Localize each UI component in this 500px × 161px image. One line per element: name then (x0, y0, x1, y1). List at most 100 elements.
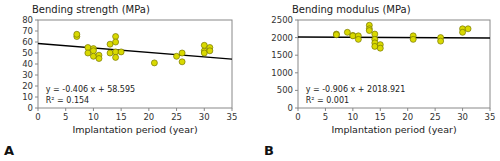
point (201, 50, 207, 56)
point (207, 48, 213, 54)
point (113, 39, 119, 45)
y-tick-label: 2500 (271, 15, 293, 25)
x-tick (407, 108, 408, 111)
y-tick-label: 0 (288, 103, 293, 113)
y-tick-label: 0 (28, 103, 33, 113)
point (96, 56, 102, 62)
x-tick-label: 10 (88, 112, 99, 122)
point (85, 45, 91, 51)
x-tick (490, 108, 491, 111)
point (333, 32, 339, 38)
y-tick (35, 42, 38, 43)
point (179, 50, 185, 56)
y-tick (35, 75, 38, 76)
y-tick (35, 97, 38, 98)
x-tick (435, 108, 436, 111)
x-tick (462, 108, 463, 111)
panel-label: B (264, 143, 274, 158)
x-tick (148, 108, 149, 111)
y-tick-label: 500 (277, 85, 293, 95)
point (372, 43, 378, 49)
point (344, 29, 350, 35)
x-tick-label: 0 (295, 112, 300, 122)
y-tick (295, 20, 298, 21)
title: Bending modulus (MPa) (292, 4, 411, 15)
y-tick-label: 2000 (271, 33, 293, 43)
y-tick-label: 1000 (271, 68, 293, 78)
x-axis-label: Implantation period (year) (72, 124, 197, 135)
y-tick (35, 64, 38, 65)
point (74, 31, 80, 37)
y-tick (295, 37, 298, 38)
point (179, 59, 185, 65)
trend-line (298, 37, 490, 38)
x-tick-label: 5 (63, 112, 68, 122)
y-tick-label: 1500 (271, 50, 293, 60)
x-tick-label: 30 (457, 112, 468, 122)
y-tick-label: 30 (22, 70, 33, 80)
point (333, 31, 339, 37)
title: Bending strength (MPa) (32, 4, 150, 15)
point (151, 60, 157, 66)
x-tick (352, 108, 353, 111)
point (174, 53, 180, 59)
y-tick (35, 86, 38, 87)
plot-frame (38, 20, 232, 108)
y-tick (295, 72, 298, 73)
panel: Bending modulus (MPa)0510152025303505001… (264, 4, 495, 158)
x-tick-label: 5 (323, 112, 328, 122)
point (366, 28, 372, 34)
y-tick (295, 55, 298, 56)
chart: Bending strength (MPa)051015202530350102… (0, 0, 500, 161)
panel-label: A (4, 143, 14, 158)
point (355, 36, 361, 42)
point (113, 34, 119, 40)
x-tick-label: 25 (171, 112, 182, 122)
x-tick (65, 108, 66, 111)
y-tick-label: 80 (22, 15, 33, 25)
point (460, 29, 466, 35)
x-tick-label: 15 (116, 112, 127, 122)
x-tick (204, 108, 205, 111)
point (85, 50, 91, 56)
point (350, 32, 356, 38)
y-tick-label: 10 (22, 92, 33, 102)
y-tick (35, 53, 38, 54)
annotation: R² = 0.001 (306, 96, 349, 105)
point (465, 26, 471, 32)
x-tick-label: 15 (375, 112, 386, 122)
plot-area (298, 22, 490, 51)
x-tick (121, 108, 122, 111)
x-tick (232, 108, 233, 111)
x-tick-label: 20 (402, 112, 413, 122)
point (438, 38, 444, 44)
y-tick (295, 108, 298, 109)
point (90, 48, 96, 54)
annotation: R² = 0.154 (46, 96, 89, 105)
plot-area (38, 31, 232, 66)
plot-frame (298, 20, 490, 108)
y-tick-label: 20 (22, 81, 33, 91)
y-tick-label: 70 (22, 26, 33, 36)
panel: Bending strength (MPa)051015202530350102… (4, 4, 237, 158)
point (107, 50, 113, 56)
x-tick (380, 108, 381, 111)
x-tick-label: 30 (199, 112, 210, 122)
x-tick (325, 108, 326, 111)
y-tick (35, 108, 38, 109)
y-tick-label: 60 (22, 37, 33, 47)
x-tick-label: 25 (430, 112, 441, 122)
y-tick-label: 50 (22, 48, 33, 58)
point (113, 54, 119, 60)
point (350, 33, 356, 39)
x-tick-label: 35 (227, 112, 238, 122)
x-tick (93, 108, 94, 111)
x-tick-label: 10 (347, 112, 358, 122)
x-tick-label: 0 (35, 112, 40, 122)
annotation: y = -0.406 x + 58.595 (46, 85, 135, 94)
annotation: y = -0.906 x + 2018.921 (306, 85, 406, 94)
point (90, 53, 96, 59)
point (201, 42, 207, 48)
point (410, 36, 416, 42)
y-tick (35, 31, 38, 32)
